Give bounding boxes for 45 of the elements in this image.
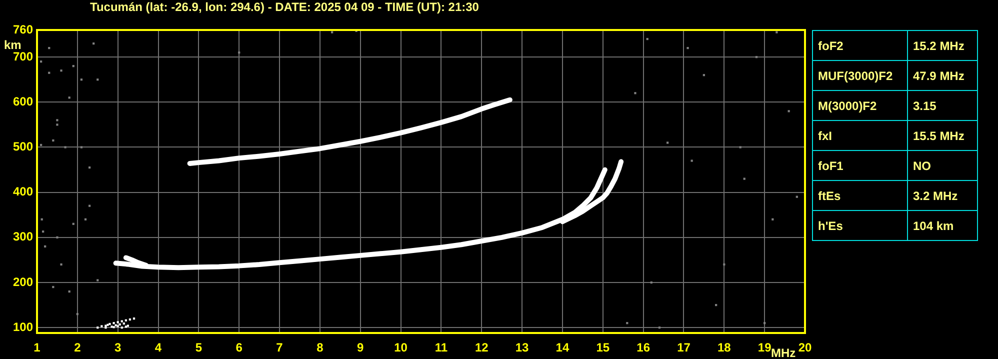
x-tick-label: 5 [195,340,202,355]
text: fxI [812,120,908,150]
text: h'Es [812,210,908,240]
x-tick-label: 18 [717,340,732,355]
x-tick-label: 12 [474,340,489,355]
text: 47.9 MHz [908,60,978,90]
y-tick-label: 100 [12,320,34,334]
text: NO [908,150,978,180]
x-tick-label: 9 [357,340,364,355]
y-tick-label: 200 [12,274,34,289]
x-tick-label: 20 [798,340,812,355]
x-tick-label: 16 [636,340,650,355]
chart-title: Tucumán (lat: -26.9, lon: 294.6) - DATE: 2025 04 09 - TIME (UT): 21:30 [90,0,479,14]
text: foF1 [812,150,908,180]
x-tick-label: 1 [34,340,41,355]
text: 15.5 MHz [908,120,978,150]
x-tick-label: 4 [154,340,162,355]
x-tick-label: 3 [114,340,122,355]
x-tick-label: 17 [677,340,691,355]
y-tick-label: 400 [12,184,34,199]
x-tick-label: 19 [758,340,772,355]
text: 15.2 MHz [908,30,978,60]
x-tick-label: 13 [515,340,530,355]
text: M(3000)F2 [812,90,908,120]
y-tick-label: 700 [12,49,34,64]
y-tick-label: 600 [12,94,34,108]
text: 3.15 [908,90,978,120]
text: foF2 [812,30,908,60]
x-tick-label: 6 [236,340,243,355]
x-tick-label: 10 [394,340,408,355]
y-tick-label: 760 [12,22,34,36]
text: ftEs [812,180,908,210]
x-tick-label: 2 [74,340,82,355]
x-tick-label: 8 [316,340,324,355]
x-axis-title: MHz [771,346,796,359]
text: MUF(3000)F2 [812,60,908,90]
text: 104 km [908,210,978,240]
x-tick-label: 14 [556,340,570,355]
x-tick-label: 7 [276,340,284,355]
x-tick-label: 15 [596,340,610,355]
y-tick-label: 500 [12,140,34,154]
text: 3.2 MHz [908,180,978,210]
y-tick-label: 300 [12,230,34,244]
y-axis-title: km [4,38,22,52]
x-tick-label: 11 [434,340,448,355]
